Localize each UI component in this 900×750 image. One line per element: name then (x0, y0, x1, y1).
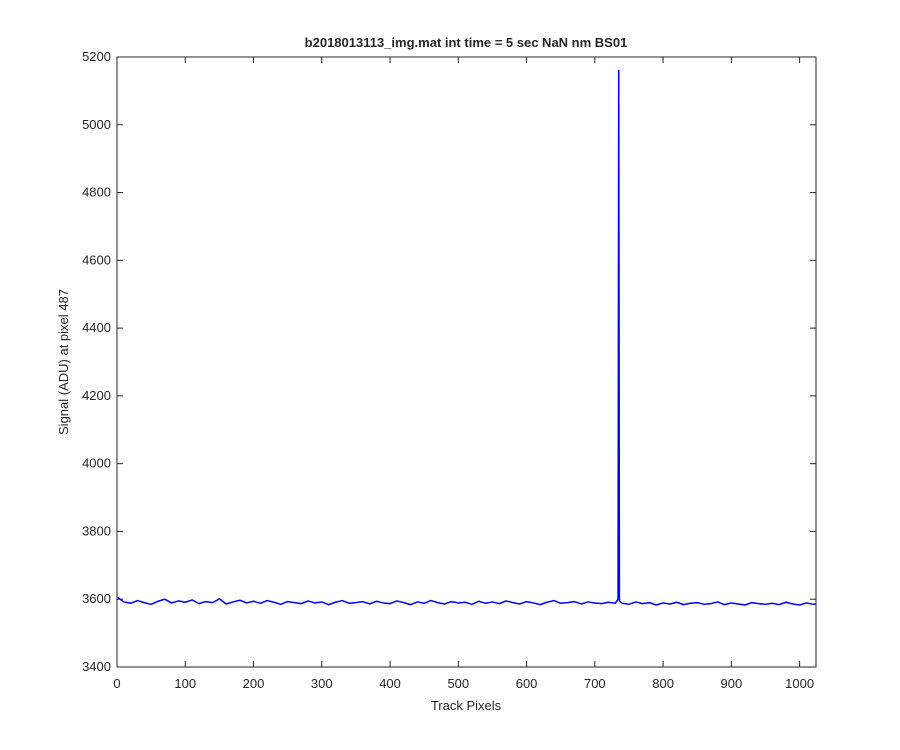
x-tick-label: 900 (721, 676, 743, 691)
x-tick-label: 100 (174, 676, 196, 691)
y-tick-label: 3400 (82, 659, 111, 674)
x-axis-label: Track Pixels (431, 698, 502, 713)
x-tick-label: 300 (311, 676, 333, 691)
x-tick-label: 200 (243, 676, 265, 691)
x-tick-label: 0 (113, 676, 120, 691)
y-tick-label: 4000 (82, 456, 111, 471)
plot-area (117, 57, 816, 667)
x-tick-label: 700 (584, 676, 606, 691)
data-line (117, 69, 817, 606)
y-tick-label: 4800 (82, 185, 111, 200)
y-tick-label: 5000 (82, 117, 111, 132)
x-tick-label: 600 (516, 676, 538, 691)
y-tick-label: 3600 (82, 591, 111, 606)
x-tick-label: 1000 (785, 676, 814, 691)
y-tick-label: 4600 (82, 252, 111, 267)
x-tick-label: 800 (652, 676, 674, 691)
x-tick-label: 400 (379, 676, 401, 691)
chart-title: b2018013113_img.mat int time = 5 sec NaN… (305, 35, 628, 50)
y-tick-label: 3800 (82, 523, 111, 538)
y-tick-label: 4400 (82, 320, 111, 335)
x-tick-label: 500 (447, 676, 469, 691)
y-tick-label: 5200 (82, 49, 111, 64)
y-tick-label: 4200 (82, 388, 111, 403)
axes-box (116, 56, 817, 668)
y-axis-label: Signal (ADU) at pixel 487 (56, 289, 71, 435)
